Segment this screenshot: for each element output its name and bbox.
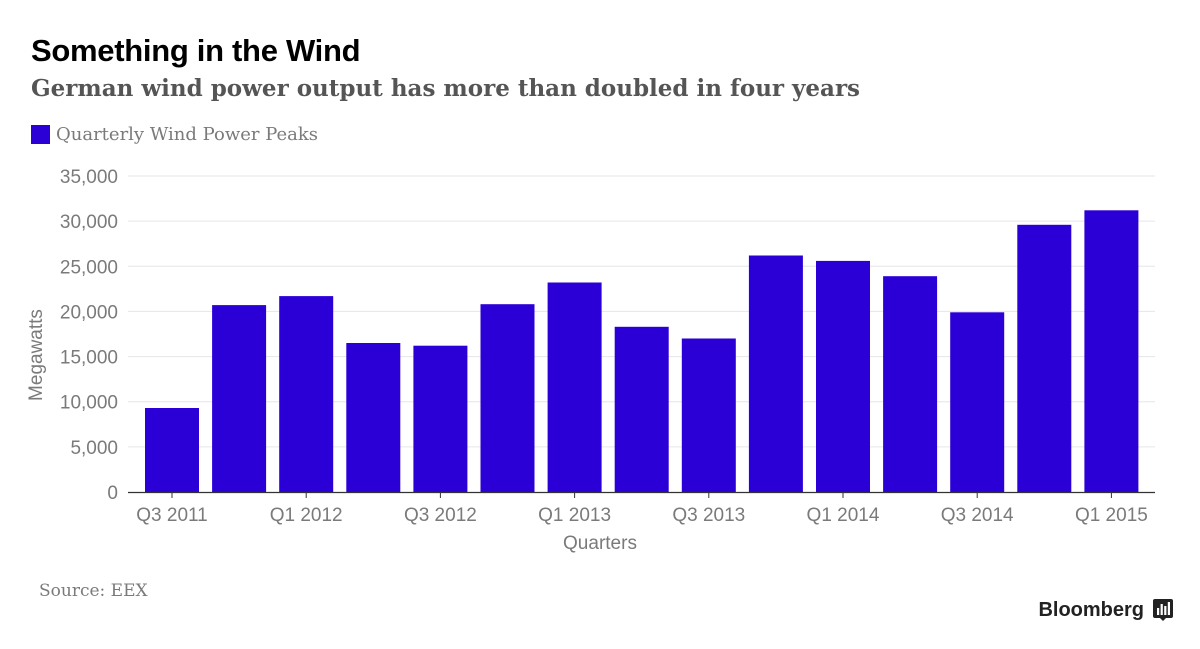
bar xyxy=(681,338,736,492)
y-tick-label: 5,000 xyxy=(70,438,118,459)
legend-swatch xyxy=(31,125,50,144)
bar xyxy=(547,282,602,492)
bar xyxy=(480,304,535,492)
x-tick-label: Q1 2013 xyxy=(538,505,611,526)
y-tick-label: 0 xyxy=(107,483,118,504)
y-tick-label: 20,000 xyxy=(60,302,118,323)
x-tick-label: Q1 2012 xyxy=(270,505,343,526)
bar xyxy=(212,305,267,492)
chart-subtitle: German wind power output has more than d… xyxy=(31,75,861,102)
brand-name: Bloomberg xyxy=(1038,598,1144,621)
y-tick-label: 25,000 xyxy=(60,257,118,278)
x-axis-ticks: Q3 2011 Q1 2012 Q3 2012 Q1 2013 Q3 2013 Q1 20… xyxy=(136,492,1148,526)
bar xyxy=(883,276,938,492)
bar xyxy=(614,326,669,492)
bar xyxy=(816,260,870,492)
x-tick-label: Q3 2013 xyxy=(672,505,745,526)
bar xyxy=(279,296,334,492)
bar xyxy=(950,312,1005,492)
x-tick-label: Q1 2015 xyxy=(1075,505,1148,526)
bar xyxy=(1017,224,1072,493)
legend: Quarterly Wind Power Peaks xyxy=(31,124,318,145)
x-axis-label: Quarters xyxy=(563,533,637,554)
bar xyxy=(346,343,401,492)
bar xyxy=(748,255,803,492)
x-tick-label: Q3 2014 xyxy=(941,505,1014,526)
x-tick-label: Q1 2014 xyxy=(807,505,880,526)
bar xyxy=(413,345,468,492)
y-tick-label: 15,000 xyxy=(60,348,118,369)
x-tick-label: Q3 2012 xyxy=(404,505,477,526)
bar xyxy=(1084,210,1139,493)
bar xyxy=(145,408,199,492)
chart-title: Something in the Wind xyxy=(31,33,361,68)
brand-logo: Bloomberg xyxy=(1038,598,1174,622)
x-tick-label: Q3 2011 xyxy=(136,505,207,526)
y-axis-label: Megawatts xyxy=(26,309,47,401)
legend-label: Quarterly Wind Power Peaks xyxy=(56,124,319,145)
y-tick-label: 10,000 xyxy=(60,393,118,414)
y-tick-label: 35,000 xyxy=(60,167,118,188)
bars xyxy=(145,210,1139,493)
bloomberg-chart-icon xyxy=(1153,599,1173,621)
y-tick-label: 30,000 xyxy=(60,212,118,233)
source-note: Source: EEX xyxy=(39,581,148,601)
y-axis-ticks: 0 5,000 10,000 15,000 20,000 25,000 30,000 35,0… xyxy=(60,167,118,504)
